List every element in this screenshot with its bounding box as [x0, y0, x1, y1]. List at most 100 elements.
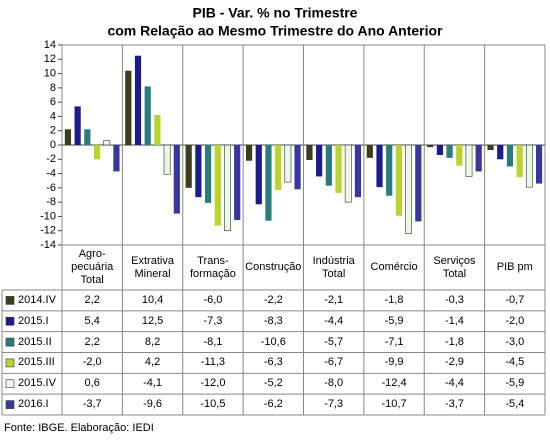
- y-tick-label: -4: [46, 167, 56, 179]
- bar: [456, 145, 463, 166]
- bar: [134, 55, 142, 145]
- y-tick-label: 4: [50, 110, 56, 122]
- bar: [113, 145, 120, 172]
- bar: [465, 144, 473, 177]
- x-tick-label: Comércio: [370, 261, 418, 273]
- table-value: -6,3: [263, 356, 283, 369]
- bar: [405, 144, 413, 234]
- table-value: -11,3: [200, 356, 226, 369]
- bar: [316, 145, 323, 177]
- table-value: 8,2: [144, 335, 161, 348]
- table-value: -4,5: [505, 356, 525, 369]
- y-tick-label: 8: [50, 82, 56, 94]
- bar: [255, 145, 262, 205]
- bar: [475, 145, 482, 172]
- bar: [103, 140, 111, 146]
- bar: [516, 145, 523, 178]
- table-value: -0,7: [505, 293, 525, 306]
- x-tick-label: Trans- formação: [190, 254, 236, 280]
- table-value: -5,9: [384, 314, 404, 327]
- y-tick-label: -8: [46, 196, 56, 208]
- table-value: -3,7: [444, 398, 464, 411]
- table-value: -2,9: [444, 356, 464, 369]
- x-tick-label: Indústria Total: [312, 254, 355, 280]
- bar: [84, 129, 91, 145]
- y-tick-label: 12: [44, 53, 56, 65]
- y-tick-label: -12: [40, 225, 56, 237]
- table-value: 5,4: [84, 314, 100, 327]
- legend-swatch: [5, 316, 15, 326]
- bar: [173, 145, 180, 214]
- bar: [366, 145, 373, 158]
- bar: [427, 145, 434, 148]
- table-value: -5,2: [263, 377, 283, 390]
- bar: [204, 145, 212, 203]
- x-tick-label: Extrativa Mineral: [131, 254, 174, 280]
- bar: [335, 145, 342, 193]
- bar: [245, 145, 253, 161]
- legend-swatch: [5, 400, 15, 409]
- table-value: -5,9: [505, 377, 525, 390]
- bar: [195, 145, 202, 198]
- bar: [354, 145, 362, 198]
- chart-subtitle: com Relação ao Mesmo Trimestre do Ano An…: [107, 23, 443, 39]
- bar: [74, 106, 81, 145]
- table-value: 2,2: [84, 293, 100, 306]
- bar: [306, 145, 313, 160]
- bar: [234, 145, 241, 220]
- bar: [275, 145, 282, 190]
- y-tick-label: 2: [50, 125, 56, 137]
- y-tick-label: -6: [46, 182, 56, 194]
- legend-label: 2015.IV: [18, 377, 56, 390]
- table-value: -4,4: [444, 377, 464, 390]
- legend-swatch: [5, 358, 15, 368]
- table-value: -2,0: [505, 314, 525, 327]
- bar: [376, 145, 383, 188]
- bar: [344, 144, 352, 203]
- bar: [163, 144, 171, 175]
- bar: [214, 145, 221, 226]
- bar: [436, 145, 443, 155]
- table-value: -10,5: [200, 398, 226, 411]
- bar: [265, 145, 272, 221]
- table-value: -8,0: [324, 377, 344, 390]
- legend-label: 2015.II: [18, 335, 52, 348]
- table-value: -5,7: [324, 335, 344, 348]
- bar: [154, 115, 161, 145]
- table-value: -7,1: [384, 335, 404, 348]
- table-value: -10,6: [260, 335, 286, 348]
- legend-label: 2015.I: [18, 314, 49, 327]
- bar: [506, 145, 514, 167]
- legend-label: 2014.IV: [18, 293, 56, 306]
- table-value: -4,1: [143, 377, 163, 390]
- table-value: 10,4: [141, 293, 164, 306]
- table-value: -4,4: [324, 314, 344, 327]
- y-tick-label: 14: [44, 39, 56, 51]
- legend-label: 2015.III: [18, 356, 55, 369]
- table-value: -6,0: [203, 293, 223, 306]
- table-value: -8,1: [203, 335, 223, 348]
- table-value: -3,0: [505, 335, 525, 348]
- bar: [525, 144, 533, 188]
- y-tick-label: 10: [44, 67, 56, 79]
- table-value: -8,3: [263, 314, 283, 327]
- table-value: -1,4: [444, 314, 464, 327]
- table-value: -7,3: [203, 314, 223, 327]
- bar: [284, 144, 292, 183]
- table-value: -12,4: [381, 377, 407, 390]
- chart-title: PIB - Var. % no Trimestre: [193, 5, 358, 21]
- bar: [93, 145, 101, 160]
- legend-swatch: [5, 337, 15, 347]
- table-value: -9,6: [143, 398, 163, 411]
- bar: [185, 145, 192, 188]
- bar: [487, 145, 494, 150]
- table-value: -9,9: [384, 356, 404, 369]
- bar: [325, 145, 332, 186]
- x-tick-label: Construção: [245, 261, 302, 273]
- bar: [294, 145, 301, 190]
- source: Fonte: IBGE. Elaboração: IEDI: [4, 422, 154, 434]
- bar: [535, 145, 543, 184]
- table-value: -7,3: [324, 398, 344, 411]
- legend-label: 2016.I: [18, 398, 49, 411]
